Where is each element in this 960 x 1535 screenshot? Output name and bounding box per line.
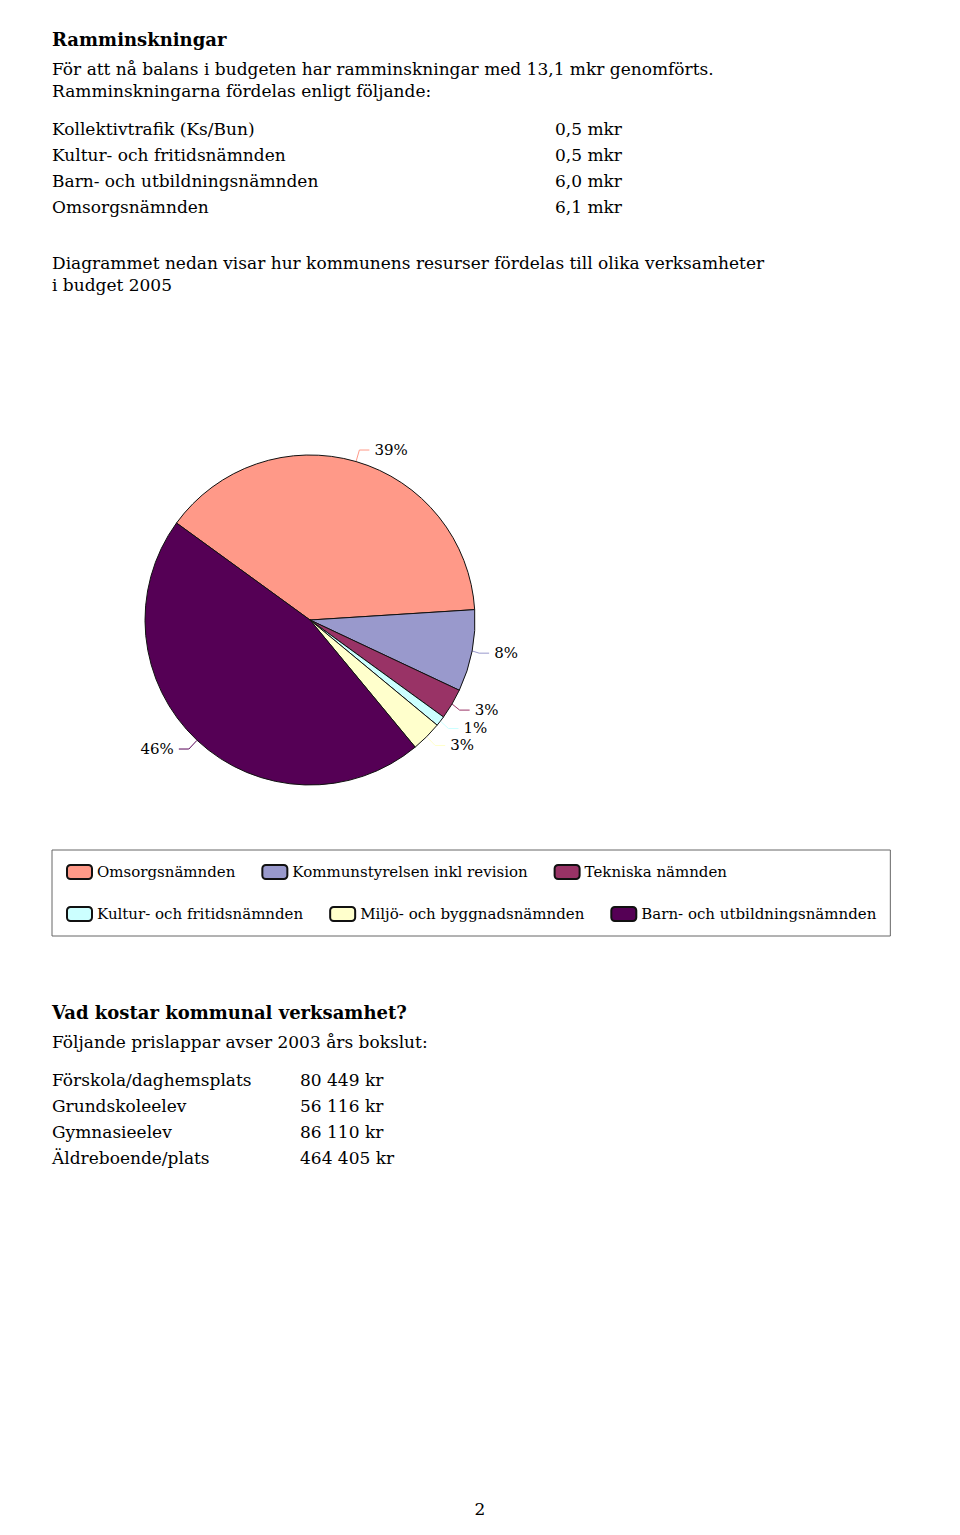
svg-text:Barn- och utbildningsnämnden: Barn- och utbildningsnämnden bbox=[52, 171, 318, 191]
svg-text:För att nå balans i budgeten h: För att nå balans i budgeten har rammins… bbox=[52, 59, 714, 79]
svg-text:464 405 kr: 464 405 kr bbox=[300, 1148, 395, 1168]
svg-text:2: 2 bbox=[475, 1499, 486, 1519]
svg-text:8%: 8% bbox=[494, 644, 518, 662]
svg-text:Miljö- och byggnadsnämnden: Miljö- och byggnadsnämnden bbox=[360, 905, 584, 923]
svg-text:Kultur- och fritidsnämnden: Kultur- och fritidsnämnden bbox=[52, 145, 286, 165]
svg-text:Omsorgsnämnden: Omsorgsnämnden bbox=[97, 863, 236, 881]
svg-text:Gymnasieelev: Gymnasieelev bbox=[52, 1122, 172, 1142]
svg-text:3%: 3% bbox=[450, 736, 474, 754]
svg-text:i budget 2005: i budget 2005 bbox=[52, 275, 172, 295]
svg-text:39%: 39% bbox=[374, 441, 407, 459]
svg-text:Barn- och utbildningsnämnden: Barn- och utbildningsnämnden bbox=[641, 905, 876, 923]
svg-text:Äldreboende/plats: Äldreboende/plats bbox=[51, 1148, 210, 1168]
svg-text:Ramminskningarna fördelas enli: Ramminskningarna fördelas enligt följand… bbox=[52, 81, 431, 101]
svg-text:Diagrammet nedan visar hur kom: Diagrammet nedan visar hur kommunens res… bbox=[52, 253, 765, 273]
svg-text:80 449 kr: 80 449 kr bbox=[300, 1070, 384, 1090]
svg-text:Förskola/daghemsplats: Förskola/daghemsplats bbox=[52, 1070, 252, 1090]
svg-text:Grundskoleelev: Grundskoleelev bbox=[52, 1096, 187, 1116]
svg-text:Kultur- och fritidsnämnden: Kultur- och fritidsnämnden bbox=[97, 905, 304, 923]
svg-text:6,1 mkr: 6,1 mkr bbox=[555, 197, 623, 217]
svg-text:0,5 mkr: 0,5 mkr bbox=[555, 119, 623, 139]
svg-text:Tekniska nämnden: Tekniska nämnden bbox=[585, 863, 728, 881]
svg-text:Ramminskningar: Ramminskningar bbox=[52, 29, 227, 50]
svg-text:3%: 3% bbox=[475, 701, 499, 719]
svg-text:Följande prislappar avser 2003: Följande prislappar avser 2003 års boksl… bbox=[52, 1032, 428, 1052]
svg-text:56 116 kr: 56 116 kr bbox=[300, 1096, 384, 1116]
svg-text:0,5 mkr: 0,5 mkr bbox=[555, 145, 623, 165]
svg-text:Vad kostar kommunal verksamhet: Vad kostar kommunal verksamhet? bbox=[51, 1002, 407, 1023]
svg-text:Omsorgsnämnden: Omsorgsnämnden bbox=[52, 197, 209, 217]
svg-text:Kollektivtrafik (Ks/Bun): Kollektivtrafik (Ks/Bun) bbox=[52, 119, 255, 139]
svg-text:Kommunstyrelsen inkl revision: Kommunstyrelsen inkl revision bbox=[292, 863, 528, 881]
svg-text:86 110 kr: 86 110 kr bbox=[300, 1122, 384, 1142]
svg-text:6,0 mkr: 6,0 mkr bbox=[555, 171, 623, 191]
svg-text:46%: 46% bbox=[140, 740, 173, 758]
svg-text:1%: 1% bbox=[463, 719, 487, 737]
